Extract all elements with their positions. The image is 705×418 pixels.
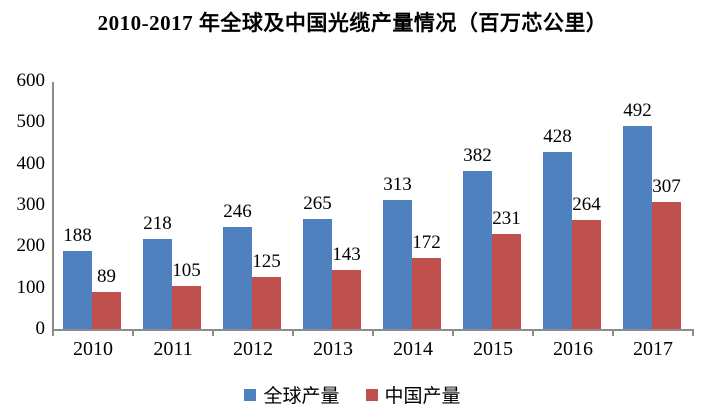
x-axis-category-label: 2016: [553, 338, 593, 360]
bar-value-label: 105: [172, 260, 201, 281]
global-series-swatch-icon: [244, 388, 257, 401]
china-production-bar: [332, 270, 361, 329]
bar-value-label: 264: [572, 194, 601, 215]
global-production-bar: [223, 227, 252, 329]
y-axis-tick-label: 500: [16, 111, 46, 133]
bar-value-label: 172: [412, 232, 441, 253]
china-production-bar: [572, 220, 601, 329]
bar-value-label: 313: [383, 174, 412, 195]
china-production-bar: [492, 234, 521, 329]
y-axis-tick-label: 300: [16, 194, 46, 215]
global-production-bar: [623, 126, 652, 329]
bar-value-label: 218: [143, 213, 172, 234]
x-axis-tick: [212, 329, 214, 336]
x-axis-category-label: 2012: [233, 338, 273, 360]
bar-value-label: 265: [303, 193, 332, 214]
china-production-bar: [252, 277, 281, 329]
legend-item-china: 中国产量: [365, 381, 461, 408]
china-series-swatch-icon: [365, 388, 378, 401]
global-production-bar: [543, 152, 572, 329]
x-axis-tick: [52, 329, 54, 336]
global-production-bar: [143, 239, 172, 329]
x-axis-category-label: 2010: [73, 338, 113, 360]
legend-item-global: 全球产量: [244, 381, 340, 408]
x-axis-category-label: 2011: [153, 338, 193, 360]
x-axis-tick: [612, 329, 614, 336]
legend-label-china: 中国产量: [384, 386, 461, 407]
chart-title: 2010-2017 年全球及中国光缆产量情况（百万芯公里）: [97, 11, 608, 35]
global-production-bar: [63, 251, 92, 329]
bar-value-label: 125: [252, 251, 281, 272]
china-production-bar: [652, 202, 681, 329]
china-production-bar: [172, 286, 201, 329]
bar-value-label: 231: [492, 208, 521, 229]
china-production-bar: [412, 258, 441, 329]
bar-value-label: 492: [623, 100, 652, 121]
x-axis-tick: [372, 329, 374, 336]
x-axis-tick: [532, 329, 534, 336]
x-axis-tick: [132, 329, 134, 336]
x-axis-tick: [452, 329, 454, 336]
y-axis-tick-label: 400: [16, 152, 46, 174]
bar-value-label: 143: [332, 244, 361, 265]
legend: 全球产量 中国产量: [0, 381, 705, 408]
global-production-bar: [463, 171, 492, 329]
y-axis-line: [52, 82, 54, 330]
y-axis-tick-label: 0: [35, 318, 46, 339]
x-axis-category-label: 2015: [473, 338, 513, 360]
global-production-bar: [303, 219, 332, 329]
china-production-bar: [92, 292, 121, 329]
bar-value-label: 307: [652, 176, 681, 197]
legend-label-global: 全球产量: [263, 386, 340, 407]
bar-value-label: 246: [223, 201, 252, 222]
bar-value-label: 382: [463, 145, 492, 166]
x-axis-category-label: 2014: [393, 338, 433, 360]
global-production-bar: [383, 200, 412, 329]
x-axis-tick: [692, 329, 694, 336]
y-axis-tick-label: 100: [16, 276, 46, 298]
x-axis-tick: [292, 329, 294, 336]
bar-value-label: 89: [97, 266, 116, 287]
x-axis-category-label: 2013: [313, 338, 353, 360]
y-axis-tick-label: 200: [16, 235, 46, 257]
bar-value-label: 428: [543, 126, 572, 147]
y-axis-tick-label: 600: [16, 70, 46, 91]
bar-value-label: 188: [63, 225, 92, 246]
x-axis-category-label: 2017: [633, 338, 673, 360]
